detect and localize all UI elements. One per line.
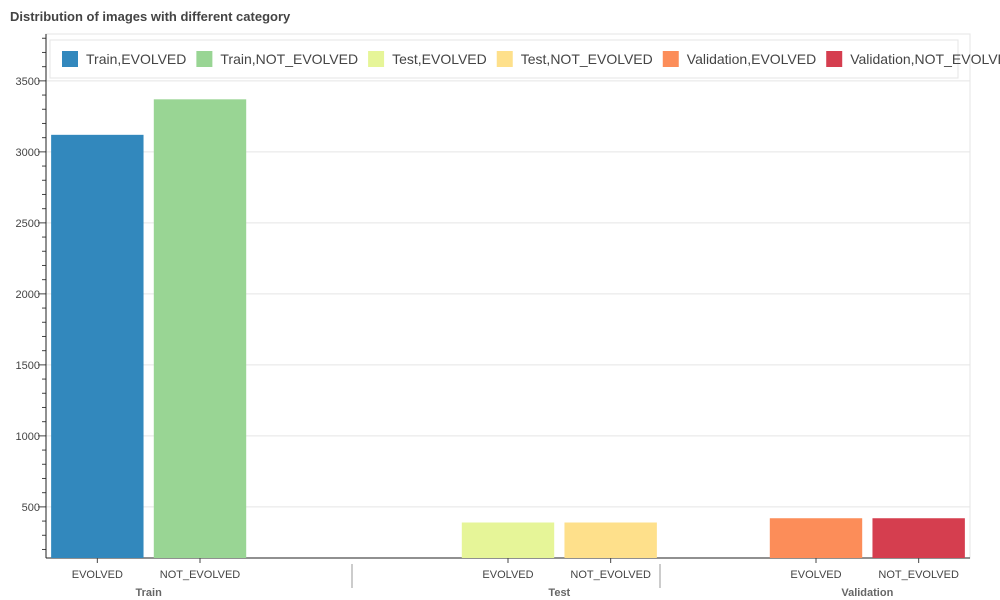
bar-train-not-evolved [153,99,247,558]
legend: Train,EVOLVED Train,NOT_EVOLVED Test,EVOLV… [49,39,1000,79]
legend-swatch [62,51,78,67]
x-tick-label: EVOLVED [72,569,123,581]
bar-test-not-evolved [564,522,657,558]
x-tick-label: NOT_EVOLVED [878,569,959,581]
legend-label: Validation,EVOLVED [687,51,816,67]
group-label-train: Train [136,587,163,599]
legend-swatch [368,51,385,67]
x-tick-label: EVOLVED [482,569,533,581]
bar-validation-evolved [769,518,863,558]
legend-label: Train,NOT_EVOLVED [220,51,358,67]
x-tick-label: NOT_EVOLVED [570,569,651,581]
group-label-validation: Validation [841,587,893,599]
legend-swatch [826,51,843,67]
legend-label: Test,EVOLVED [392,51,487,67]
bar-test-evolved [461,522,555,558]
chart-title: Distribution of images with different ca… [10,9,291,24]
y-tick-label: 3500 [16,76,40,88]
legend-swatch [196,51,213,67]
y-tick-label: 2500 [16,218,40,230]
legend-swatch [662,51,679,67]
legend-label: Train,EVOLVED [86,51,186,67]
y-tick-label: 500 [22,502,40,514]
y-tick-label: 2000 [16,289,40,301]
group-label-test: Test [548,587,570,599]
y-tick-label: 1000 [16,431,40,443]
y-tick-label: 3000 [16,147,40,159]
legend-swatch [496,51,513,67]
bar-validation-not-evolved [872,518,965,558]
bar-train-evolved [51,134,144,558]
legend-label: Validation,NOT_EVOLVED [850,51,1000,67]
legend-label: Test,NOT_EVOLVED [521,51,653,67]
x-tick-label: EVOLVED [790,569,841,581]
y-tick-label: 1500 [16,360,40,372]
x-tick-label: NOT_EVOLVED [160,569,241,581]
